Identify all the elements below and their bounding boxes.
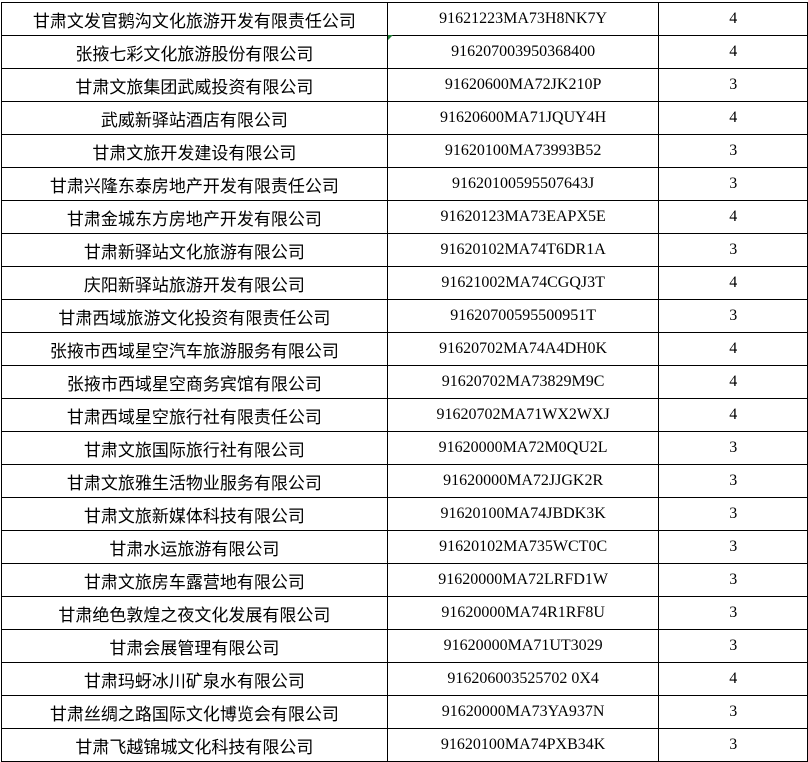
table-row: 甘肃会展管理有限公司 91620000MA71UT3029 3 (1, 629, 808, 663)
credit-code-cell[interactable]: 91620000MA74R1RF8U (386, 596, 660, 630)
company-name-cell[interactable]: 甘肃文旅集团武威投资有限公司 (1, 68, 388, 102)
company-name-cell[interactable]: 甘肃新驿站文化旅游有限公司 (1, 233, 388, 267)
credit-code-cell[interactable]: 91620600MA71JQUY4H (386, 101, 660, 135)
credit-code-cell[interactable]: 91620600MA72JK210P (386, 68, 660, 102)
table-row: 甘肃文旅房车露营地有限公司 91620000MA72LRFD1W 3 (1, 563, 808, 597)
credit-code-cell[interactable]: 91620100MA74JBDK3K (386, 497, 660, 531)
company-name-cell[interactable]: 甘肃会展管理有限公司 (1, 629, 388, 663)
value-cell[interactable]: 3 (658, 596, 808, 630)
table-row: 甘肃文旅雅生活物业服务有限公司 91620000MA72JJGK2R 3 (1, 464, 808, 498)
value-cell[interactable]: 4 (658, 266, 808, 300)
table-row: 甘肃文发官鹅沟文化旅游开发有限责任公司 91621223MA73H8NK7Y 4 (1, 2, 808, 36)
value-cell[interactable]: 3 (658, 497, 808, 531)
company-name-cell[interactable]: 甘肃西域星空旅行社有限责任公司 (1, 398, 388, 432)
company-name-cell[interactable]: 甘肃金城东方房地产开发有限公司 (1, 200, 388, 234)
value-cell[interactable]: 3 (658, 68, 808, 102)
table-row: 甘肃文旅开发建设有限公司 91620100MA73993B52 3 (1, 134, 808, 168)
credit-code-cell[interactable]: 91620100MA74PXB34K (386, 728, 660, 762)
company-name-cell[interactable]: 庆阳新驿站旅游开发有限公司 (1, 266, 388, 300)
table-row: 甘肃西域旅游文化投资有限责任公司 91620700595500951T 3 (1, 299, 808, 333)
company-name-cell[interactable]: 张掖七彩文化旅游股份有限公司 (1, 35, 388, 69)
company-name-cell[interactable]: 甘肃西域旅游文化投资有限责任公司 (1, 299, 388, 333)
value-cell[interactable]: 3 (658, 629, 808, 663)
credit-code-cell[interactable]: 916207003950368400 (386, 35, 660, 69)
value-cell[interactable]: 3 (658, 695, 808, 729)
credit-code-cell[interactable]: 91620000MA71UT3029 (386, 629, 660, 663)
company-name-cell[interactable]: 甘肃兴隆东泰房地产开发有限责任公司 (1, 167, 388, 201)
table-row: 张掖市西域星空汽车旅游服务有限公司 91620702MA74A4DH0K 4 (1, 332, 808, 366)
value-cell[interactable]: 4 (658, 2, 808, 36)
table-row: 甘肃文旅新媒体科技有限公司 91620100MA74JBDK3K 3 (1, 497, 808, 531)
company-name-cell[interactable]: 甘肃丝绸之路国际文化博览会有限公司 (1, 695, 388, 729)
credit-code-cell[interactable]: 91620123MA73EAPX5E (386, 200, 660, 234)
table-row: 甘肃水运旅游有限公司 91620102MA735WCT0C 3 (1, 530, 808, 564)
credit-code-cell[interactable]: 91620702MA71WX2WXJ (386, 398, 660, 432)
value-cell[interactable]: 3 (658, 233, 808, 267)
credit-code-cell[interactable]: 91620102MA735WCT0C (386, 530, 660, 564)
credit-code-cell[interactable]: 91620000MA72M0QU2L (386, 431, 660, 465)
table-row: 庆阳新驿站旅游开发有限公司 91621002MA74CGQJ3T 4 (1, 266, 808, 300)
company-name-cell[interactable]: 甘肃文发官鹅沟文化旅游开发有限责任公司 (1, 2, 388, 36)
value-cell[interactable]: 3 (658, 464, 808, 498)
credit-code-cell[interactable]: 91621223MA73H8NK7Y (386, 2, 660, 36)
company-name-cell[interactable]: 甘肃文旅国际旅行社有限公司 (1, 431, 388, 465)
table-row: 甘肃西域星空旅行社有限责任公司 91620702MA71WX2WXJ 4 (1, 398, 808, 432)
company-name-cell[interactable]: 甘肃文旅开发建设有限公司 (1, 134, 388, 168)
table-row: 甘肃文旅集团武威投资有限公司 91620600MA72JK210P 3 (1, 68, 808, 102)
credit-code-cell[interactable]: 91620000MA72JJGK2R (386, 464, 660, 498)
company-name-cell[interactable]: 张掖市西域星空商务宾馆有限公司 (1, 365, 388, 399)
table-row: 甘肃飞越锦城文化科技有限公司 91620100MA74PXB34K 3 (1, 728, 808, 762)
cell-comment-marker (388, 35, 393, 40)
value-cell[interactable]: 3 (658, 530, 808, 564)
credit-code-cell[interactable]: 91620702MA74A4DH0K (386, 332, 660, 366)
value-cell[interactable]: 4 (658, 398, 808, 432)
company-name-cell[interactable]: 甘肃文旅新媒体科技有限公司 (1, 497, 388, 531)
value-cell[interactable]: 4 (658, 200, 808, 234)
value-cell[interactable]: 4 (658, 332, 808, 366)
table-row: 甘肃文旅国际旅行社有限公司 91620000MA72M0QU2L 3 (1, 431, 808, 465)
credit-code-cell[interactable]: 916206003525702 0X4 (386, 662, 660, 696)
company-name-cell[interactable]: 甘肃飞越锦城文化科技有限公司 (1, 728, 388, 762)
credit-code-cell[interactable]: 91620000MA72LRFD1W (386, 563, 660, 597)
credit-code-cell[interactable]: 91620700595500951T (386, 299, 660, 333)
value-cell[interactable]: 3 (658, 167, 808, 201)
value-cell[interactable]: 3 (658, 431, 808, 465)
value-cell[interactable]: 3 (658, 134, 808, 168)
credit-code-cell[interactable]: 91620100595507643J (386, 167, 660, 201)
company-name-cell[interactable]: 甘肃水运旅游有限公司 (1, 530, 388, 564)
company-name-cell[interactable]: 甘肃玛蚜冰川矿泉水有限公司 (1, 662, 388, 696)
table-row: 甘肃绝色敦煌之夜文化发展有限公司 91620000MA74R1RF8U 3 (1, 596, 808, 630)
company-name-cell[interactable]: 甘肃绝色敦煌之夜文化发展有限公司 (1, 596, 388, 630)
company-name-cell[interactable]: 武威新驿站酒店有限公司 (1, 101, 388, 135)
credit-code-cell[interactable]: 91621002MA74CGQJ3T (386, 266, 660, 300)
table-row: 甘肃金城东方房地产开发有限公司 91620123MA73EAPX5E 4 (1, 200, 808, 234)
value-cell[interactable]: 4 (658, 101, 808, 135)
credit-code-cell[interactable]: 91620102MA74T6DR1A (386, 233, 660, 267)
value-cell[interactable]: 4 (658, 365, 808, 399)
table-row: 武威新驿站酒店有限公司 91620600MA71JQUY4H 4 (1, 101, 808, 135)
table-row: 甘肃新驿站文化旅游有限公司 91620102MA74T6DR1A 3 (1, 233, 808, 267)
company-name-cell[interactable]: 张掖市西域星空汽车旅游服务有限公司 (1, 332, 388, 366)
value-cell[interactable]: 3 (658, 728, 808, 762)
credit-code-cell[interactable]: 91620000MA73YA937N (386, 695, 660, 729)
table-row: 甘肃丝绸之路国际文化博览会有限公司 91620000MA73YA937N 3 (1, 695, 808, 729)
value-cell[interactable]: 4 (658, 662, 808, 696)
value-cell[interactable]: 3 (658, 299, 808, 333)
company-name-cell[interactable]: 甘肃文旅房车露营地有限公司 (1, 563, 388, 597)
credit-code-cell[interactable]: 91620702MA73829M9C (386, 365, 660, 399)
table-row: 张掖市西域星空商务宾馆有限公司 91620702MA73829M9C 4 (1, 365, 808, 399)
credit-code-cell[interactable]: 91620100MA73993B52 (386, 134, 660, 168)
value-cell[interactable]: 4 (658, 35, 808, 69)
value-cell[interactable]: 3 (658, 563, 808, 597)
table-row: 甘肃兴隆东泰房地产开发有限责任公司 91620100595507643J 3 (1, 167, 808, 201)
table-row: 张掖七彩文化旅游股份有限公司 916207003950368400 4 (1, 35, 808, 69)
table-row: 甘肃玛蚜冰川矿泉水有限公司 916206003525702 0X4 4 (1, 662, 808, 696)
company-name-cell[interactable]: 甘肃文旅雅生活物业服务有限公司 (1, 464, 388, 498)
